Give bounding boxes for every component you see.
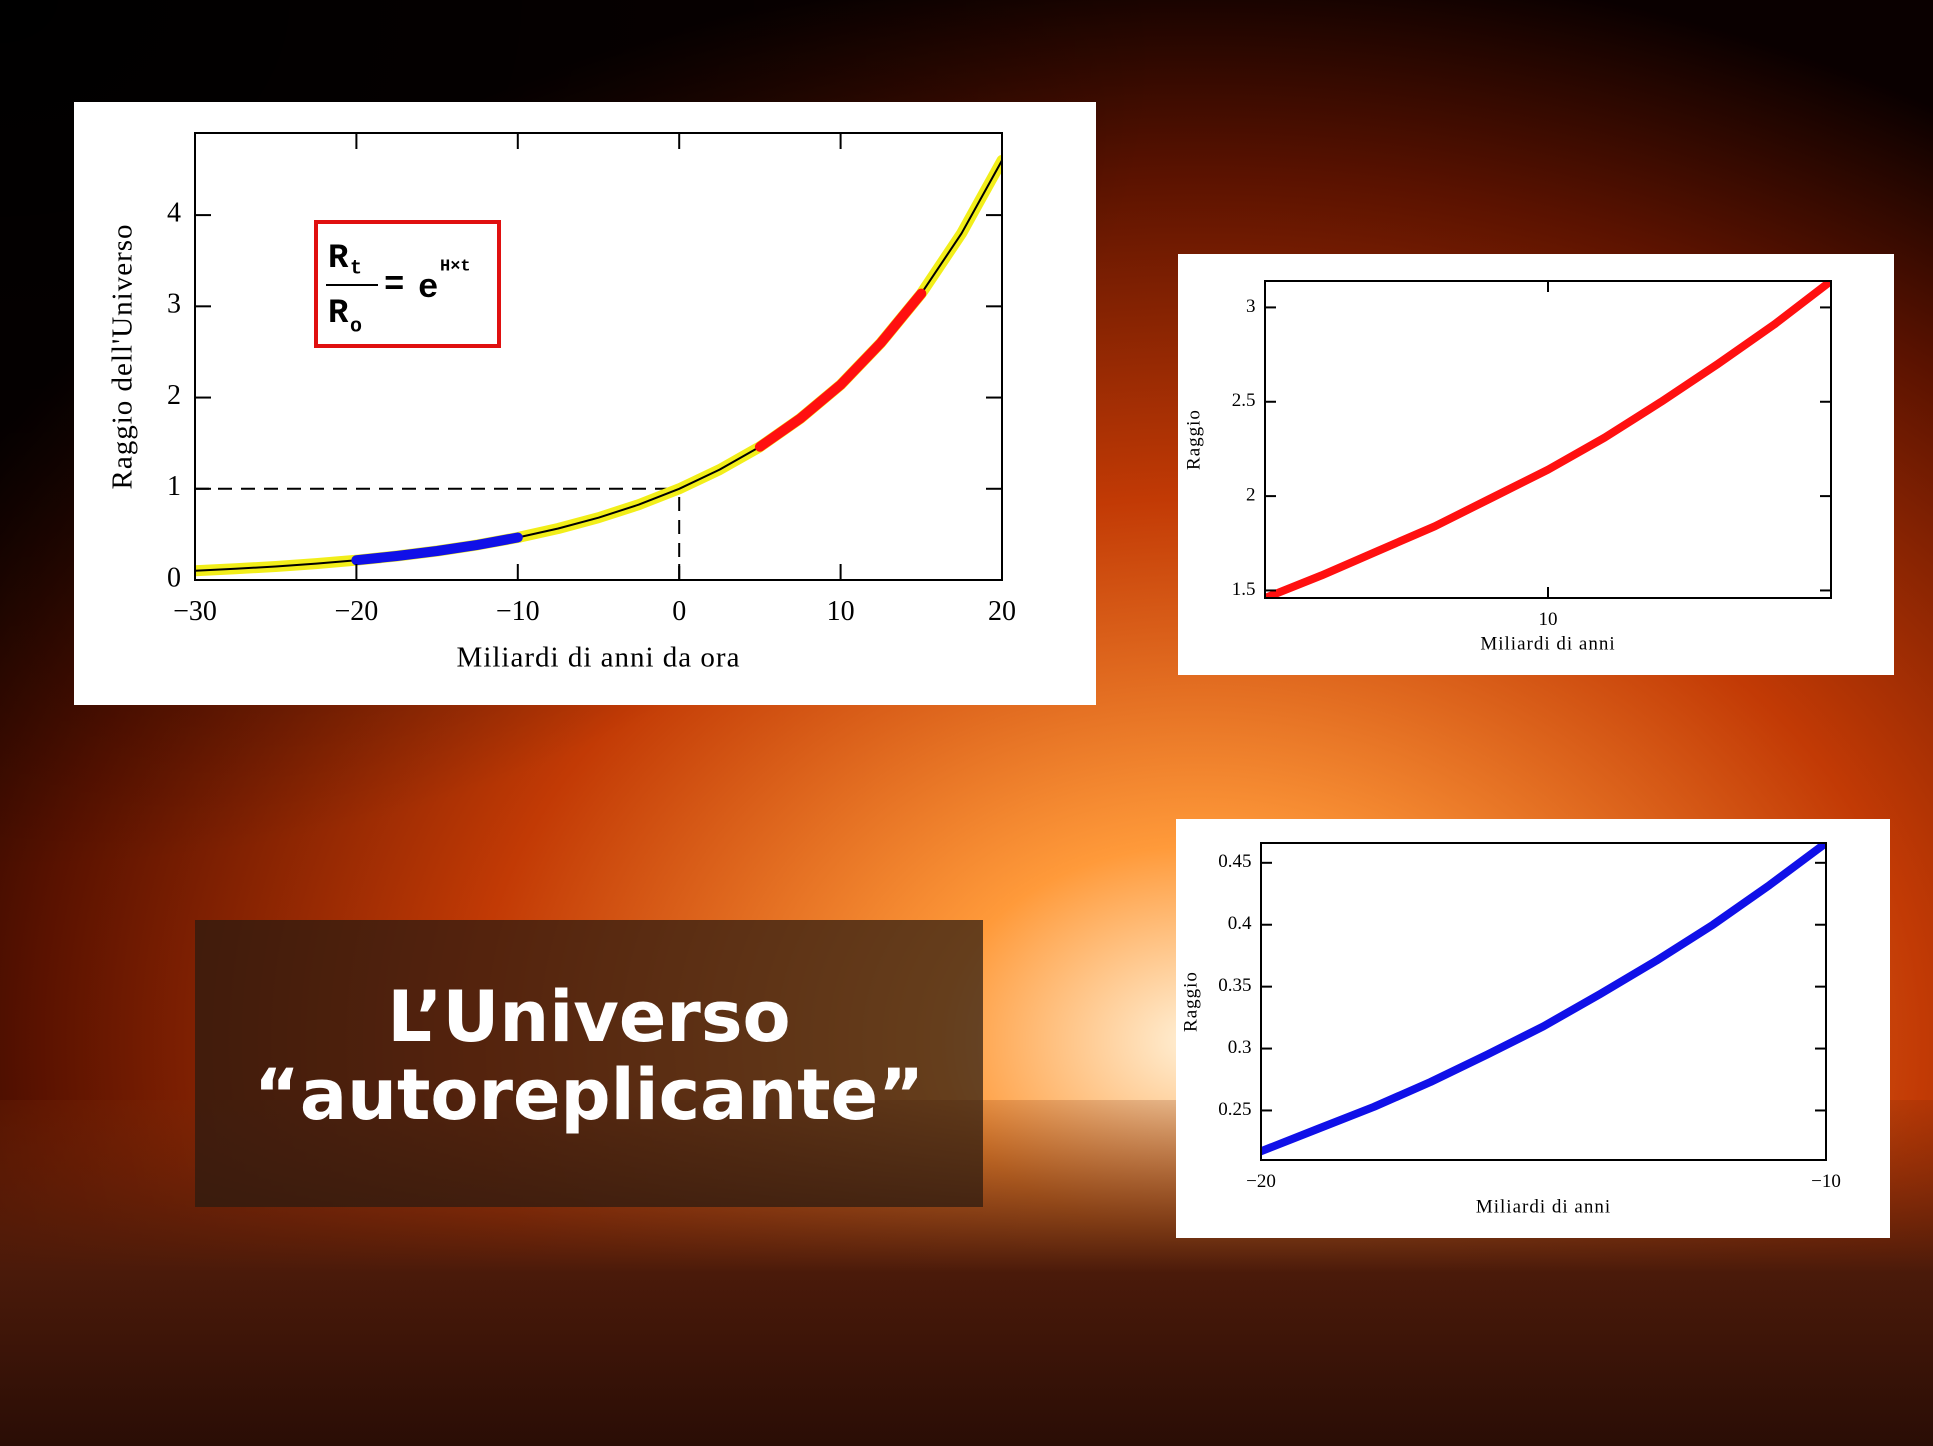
x-tick-label: 20 [988, 596, 1016, 627]
x-tick-label: −20 [335, 596, 379, 627]
x-axis-label: Miliardi di anni da ora [457, 642, 741, 674]
slide: −30 −20 −10 0 10 20 0 1 2 3 4 Miliardi di anni da o… [0, 0, 1933, 1446]
equation-num: R [328, 240, 349, 278]
x-tick-label: 10 [1539, 609, 1558, 630]
title-box: L’Universo “autoreplicante” [195, 920, 983, 1207]
y-axis-label: Raggio [1183, 409, 1204, 470]
x-tick-label: −20 [1246, 1171, 1276, 1192]
x-tick-label: 10 [827, 596, 855, 627]
y-axis-label: Raggio [1180, 971, 1201, 1032]
y-tick-label: 3 [167, 289, 181, 320]
x-axis-label: Miliardi di anni [1476, 1196, 1611, 1217]
chart-panel [74, 102, 1096, 705]
equation-den-sub: o [350, 315, 362, 338]
title-line: L’Universo [387, 976, 790, 1058]
x-axis-label: Miliardi di anni [1480, 633, 1615, 654]
equation-num-sub: t [350, 257, 362, 280]
y-tick-label: 3 [1246, 296, 1256, 317]
y-tick-label: 0.45 [1218, 851, 1251, 872]
y-tick-label: 0.3 [1228, 1037, 1252, 1058]
x-tick-label: 0 [672, 596, 686, 627]
y-tick-label: 0.25 [1218, 1099, 1251, 1120]
y-tick-label: 0 [167, 562, 181, 593]
equation-eq: = [384, 267, 404, 305]
x-tick-label: −30 [173, 596, 217, 627]
equation-den: R [328, 295, 349, 333]
y-tick-label: 0.4 [1228, 913, 1252, 934]
y-tick-label: 1 [167, 471, 181, 502]
y-tick-label: 2 [1246, 484, 1256, 505]
y-tick-label: 4 [167, 198, 181, 229]
equation-base: e [418, 270, 438, 308]
y-tick-label: 1.5 [1232, 579, 1256, 600]
x-tick-label: −10 [1811, 1171, 1841, 1192]
x-tick-label: −10 [496, 596, 540, 627]
equation-exp: H×t [440, 257, 471, 276]
y-tick-label: 0.35 [1218, 975, 1251, 996]
equation-box: R t R o = e H×t [316, 222, 499, 346]
title-line: “autoreplicante” [254, 1054, 924, 1136]
y-tick-label: 2 [167, 380, 181, 411]
y-tick-label: 2.5 [1232, 390, 1256, 411]
y-axis-label: Raggio dell'Universo [107, 223, 139, 489]
